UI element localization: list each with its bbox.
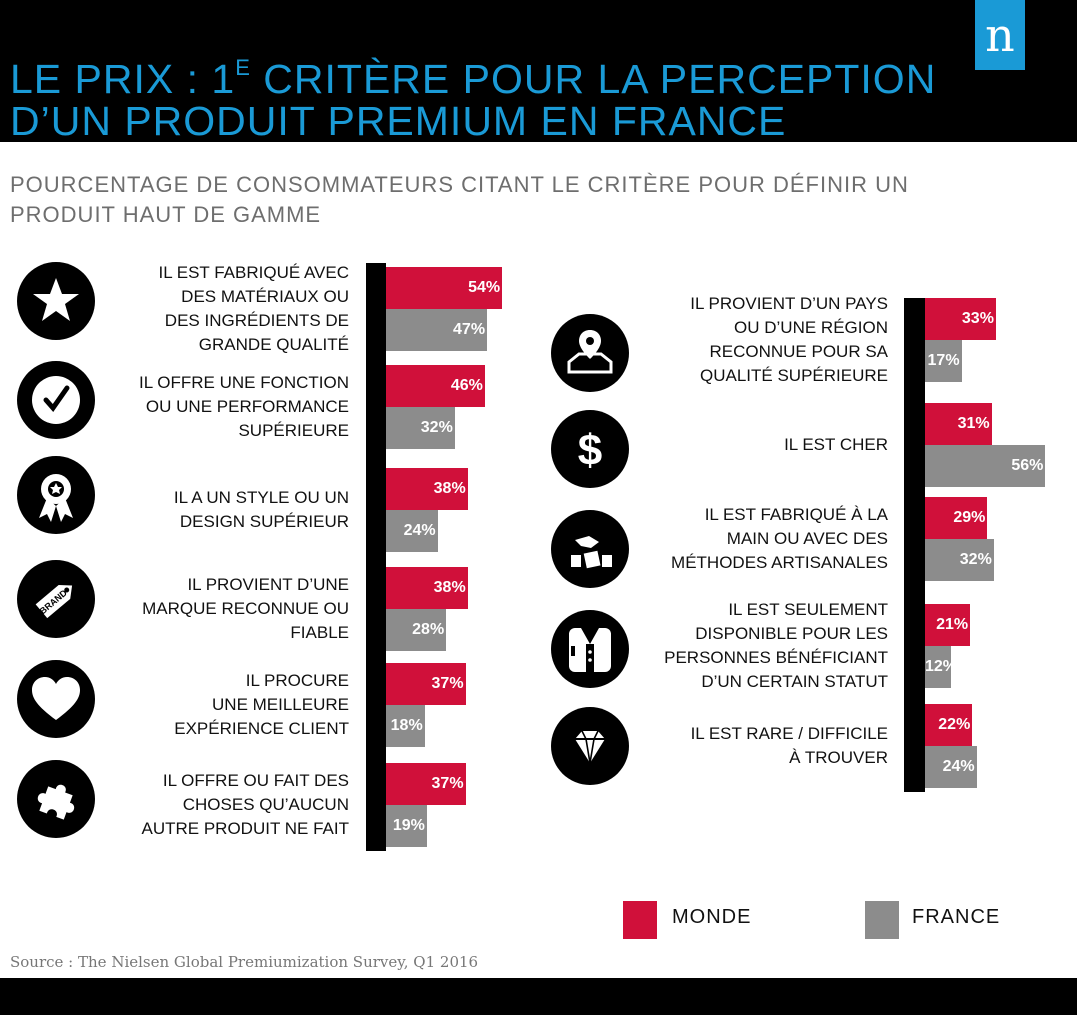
star-icon xyxy=(17,262,95,340)
criterion-label: IL OFFRE UNE FONCTION OU UNE PERFORMANCE… xyxy=(139,373,349,440)
bar-value-monde: 54% xyxy=(468,279,501,296)
criterion-label: IL OFFRE OU FAIT DES CHOSES QU’AUCUN AUT… xyxy=(141,771,350,838)
bar-monde xyxy=(925,403,992,445)
bar-france xyxy=(925,340,962,382)
source-note: Source : The Nielsen Global Premiumizati… xyxy=(10,953,479,971)
handcraft-icon xyxy=(551,510,629,588)
bar-value-monde: 37% xyxy=(431,775,464,792)
bar-value-france: 18% xyxy=(390,717,423,734)
bar-monde xyxy=(386,267,503,309)
bar-france xyxy=(386,407,455,449)
bar-value-monde: 29% xyxy=(953,509,986,526)
criterion-label: IL EST CHER xyxy=(784,435,888,454)
bar-monde xyxy=(925,604,971,646)
bar-value-monde: 38% xyxy=(433,579,466,596)
bar-monde xyxy=(386,567,468,609)
chart-subtitle: POURCENTAGE DE CONSOMMATEURS CITANT LE C… xyxy=(10,172,909,227)
bar-france xyxy=(386,805,427,847)
bar-france xyxy=(925,746,977,788)
page-title-line-1: LE PRIX : 1E CRITÈRE POUR LA PERCEPTION xyxy=(10,55,937,102)
bar-monde xyxy=(386,468,468,510)
nielsen-logo: n xyxy=(975,0,1025,70)
legend-swatch-france xyxy=(865,901,899,939)
bar-value-monde: 37% xyxy=(431,675,464,692)
bar-france xyxy=(386,309,488,351)
bar-value-monde: 46% xyxy=(450,377,483,394)
bar-value-france: 28% xyxy=(412,621,445,638)
legend-label-monde: MONDE xyxy=(672,906,752,928)
page-title-line-2: D’UN PRODUIT PREMIUM EN FRANCE xyxy=(10,98,787,144)
bar-monde xyxy=(925,298,996,340)
footer-bar xyxy=(0,978,1077,1015)
chart-axis-left xyxy=(366,263,386,851)
puzzle-piece-icon xyxy=(17,760,95,838)
bar-value-france: 12% xyxy=(925,658,958,675)
award-ribbon-icon xyxy=(17,456,95,534)
criterion-label: IL PROVIENT D’UN PAYS OU D’UNE RÉGION RE… xyxy=(690,294,888,385)
bar-france xyxy=(386,705,425,747)
legend-label-france: FRANCE xyxy=(912,906,1001,928)
checkmark-icon xyxy=(17,361,95,439)
bar-monde xyxy=(386,663,466,705)
bar-value-monde: 21% xyxy=(936,616,969,633)
criterion-label: IL EST FABRIQUÉ À LA MAIN OU AVEC DES MÉ… xyxy=(671,505,888,572)
bar-france xyxy=(925,445,1046,487)
bar-value-france: 19% xyxy=(392,817,425,834)
bar-value-monde: 38% xyxy=(433,480,466,497)
bar-value-france: 32% xyxy=(959,551,992,568)
map-pin-icon xyxy=(551,314,629,392)
bar-value-monde: 31% xyxy=(957,415,990,432)
bar-value-monde: 33% xyxy=(961,310,994,327)
bar-france xyxy=(386,609,447,651)
criterion-label: IL PROCURE UNE MEILLEURE EXPÉRIENCE CLIE… xyxy=(174,671,349,738)
bar-value-france: 17% xyxy=(927,352,960,369)
bar-value-monde: 22% xyxy=(938,716,971,733)
tuxedo-icon xyxy=(551,610,629,688)
bar-monde xyxy=(386,365,485,407)
bar-monde xyxy=(925,704,973,746)
bar-france xyxy=(925,539,994,581)
criterion-label: IL EST FABRIQUÉ AVEC DES MATÉRIAUX OU DE… xyxy=(158,263,349,354)
bar-monde xyxy=(925,497,988,539)
diamond-icon xyxy=(551,707,629,785)
bar-value-france: 32% xyxy=(420,419,453,436)
bar-value-france: 47% xyxy=(453,321,486,338)
criterion-label: IL PROVIENT D’UNE MARQUE RECONNUE OU FIA… xyxy=(142,575,349,642)
legend-swatch-monde xyxy=(623,901,657,939)
bar-monde xyxy=(386,763,466,805)
bar-france xyxy=(925,646,951,688)
criterion-label: IL EST RARE / DIFFICILE À TROUVER xyxy=(690,724,888,767)
dollar-icon: $ xyxy=(551,410,629,488)
criterion-label: IL EST SEULEMENT DISPONIBLE POUR LES PER… xyxy=(664,600,888,691)
svg-text:$: $ xyxy=(578,426,602,475)
criterion-label: IL A UN STYLE OU UN DESIGN SUPÉRIEUR xyxy=(173,488,349,531)
header-bar: LE PRIX : 1E CRITÈRE POUR LA PERCEPTION … xyxy=(0,0,1077,144)
bar-value-france: 24% xyxy=(942,758,975,775)
chart-axis-right xyxy=(904,298,925,792)
bar-value-france: 56% xyxy=(1011,457,1044,474)
bar-france xyxy=(386,510,438,552)
brand-tag-icon: BRAND xyxy=(17,560,95,638)
bar-value-france: 24% xyxy=(403,522,436,539)
heart-icon xyxy=(17,660,95,738)
